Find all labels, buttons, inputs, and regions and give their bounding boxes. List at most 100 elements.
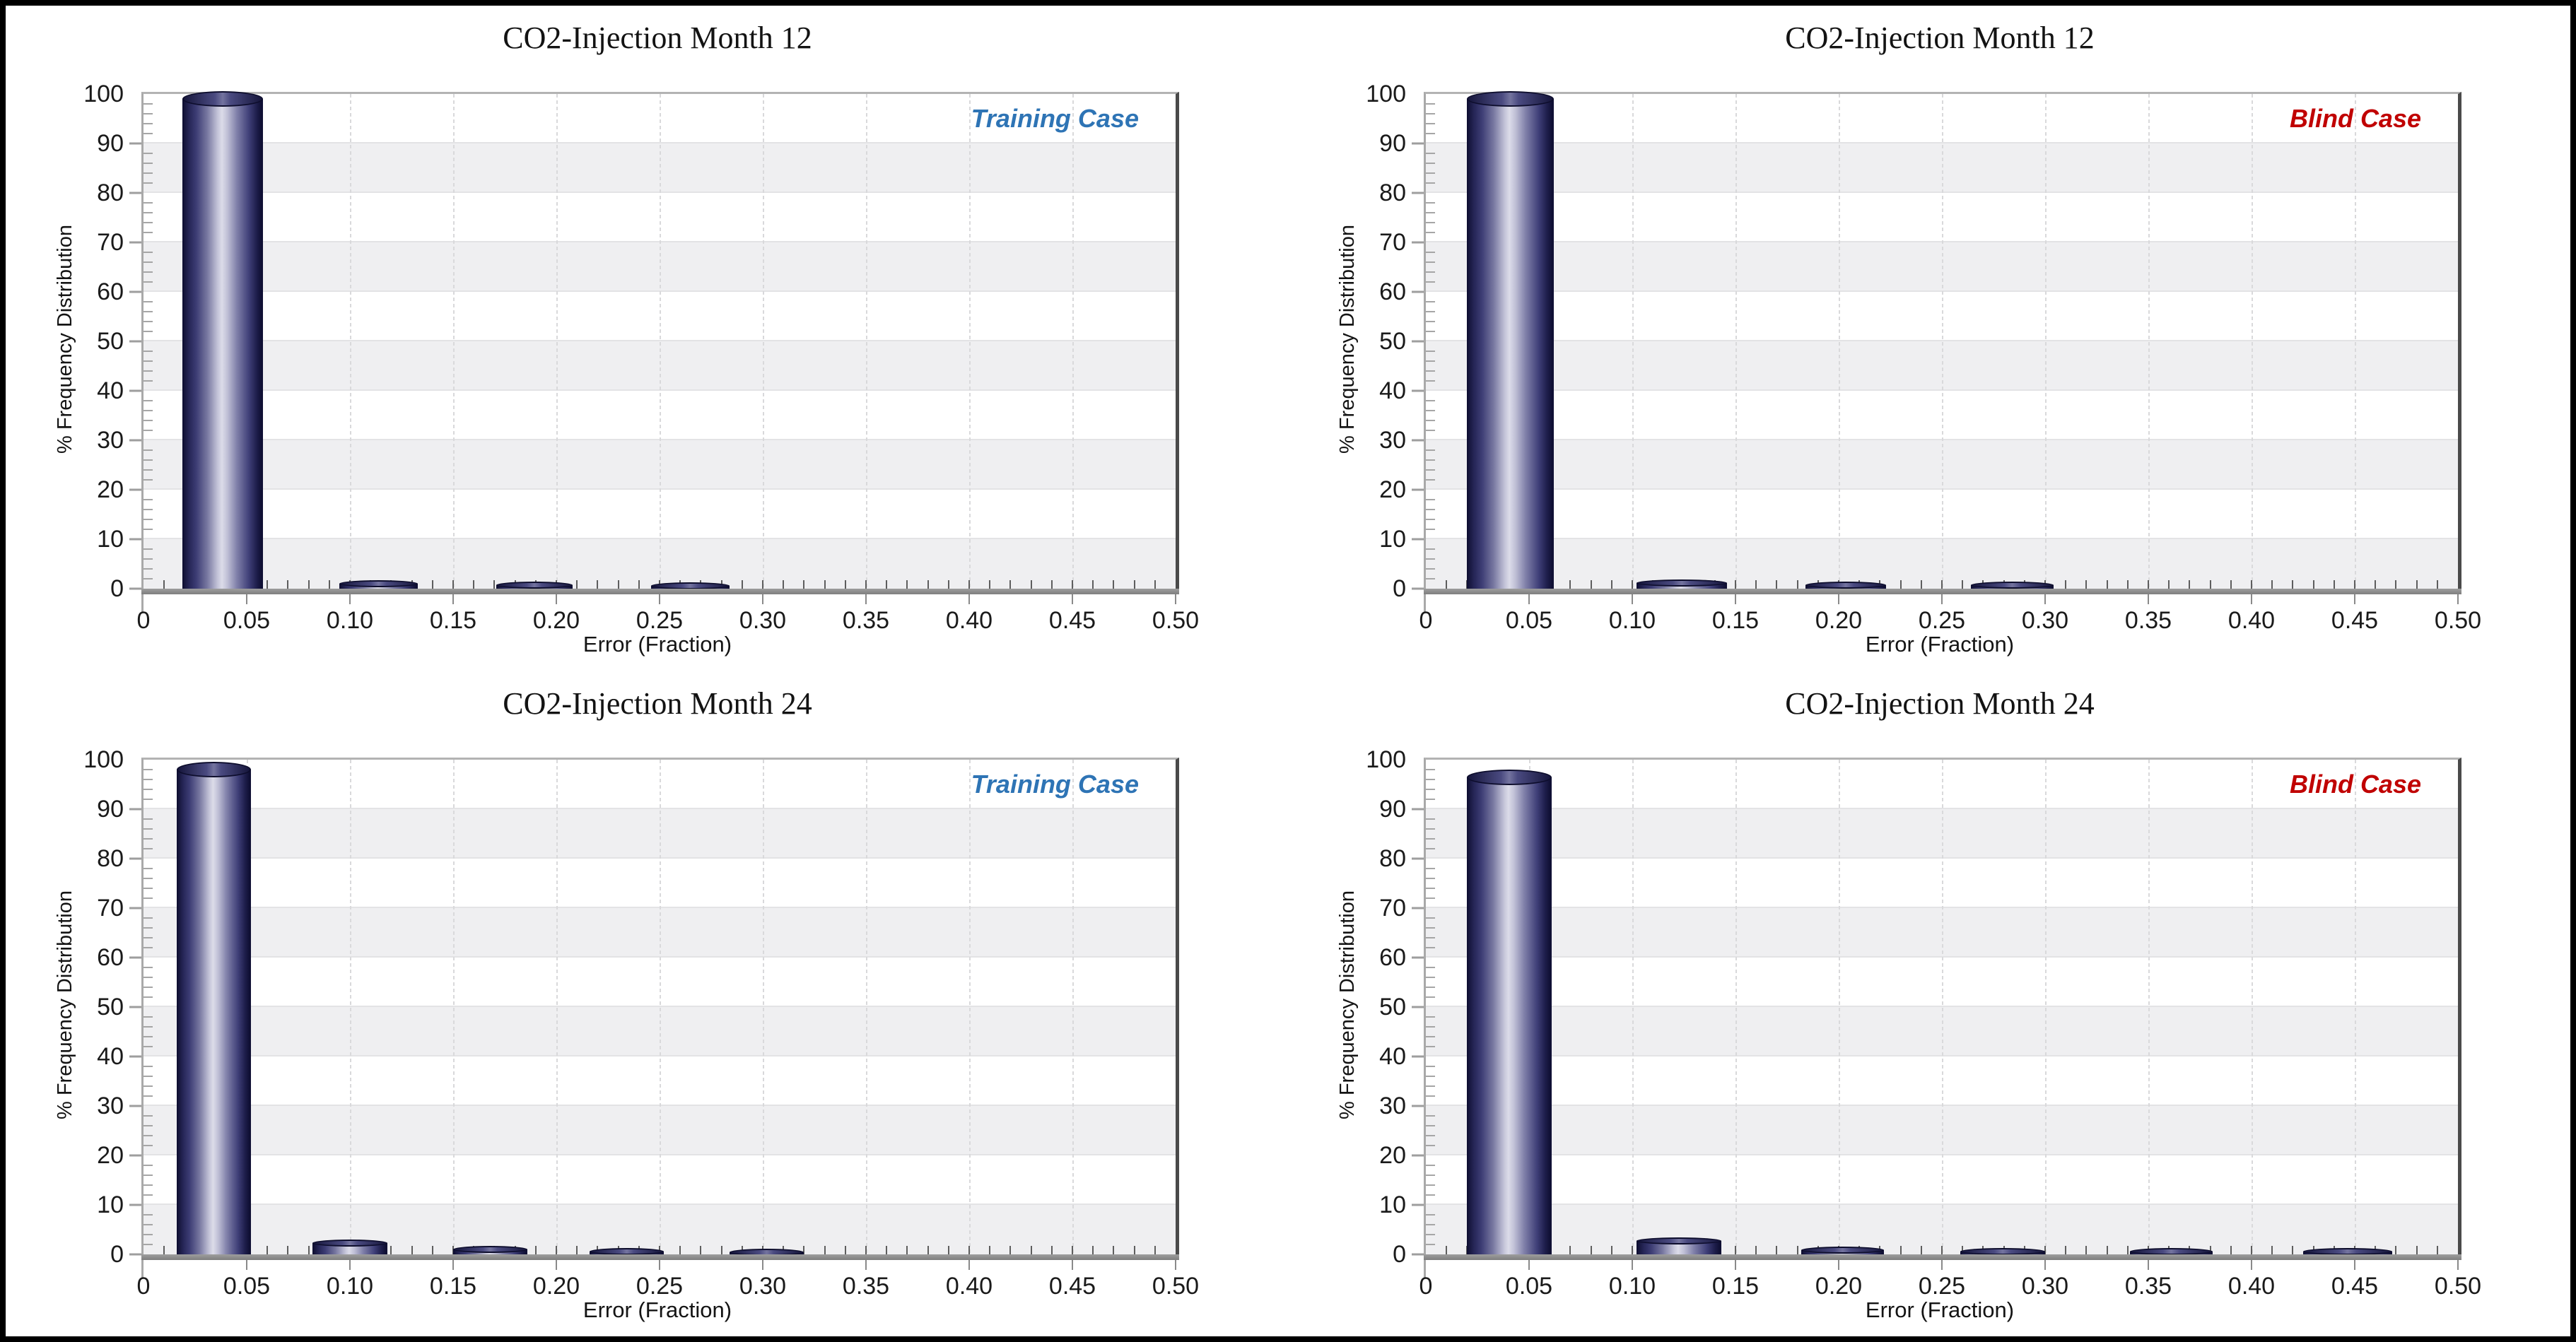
y-major-tick xyxy=(1412,192,1424,194)
y-minor-tick xyxy=(144,459,153,461)
x-minor-tick xyxy=(906,1246,908,1254)
y-tick-label: 0 xyxy=(1393,1241,1406,1268)
histogram-bar xyxy=(1960,1247,2045,1255)
x-major-tick xyxy=(2354,1260,2355,1270)
y-minor-tick xyxy=(1426,1145,1435,1146)
y-minor-tick xyxy=(1426,400,1435,401)
y-minor-tick xyxy=(1426,818,1435,820)
x-minor-tick xyxy=(2230,580,2232,589)
y-minor-tick xyxy=(1426,222,1435,223)
y-minor-tick xyxy=(144,1046,153,1047)
y-minor-tick xyxy=(1426,977,1435,978)
x-minor-tick xyxy=(2085,1246,2088,1254)
y-minor-tick xyxy=(1426,789,1435,790)
y-minor-tick xyxy=(144,311,153,312)
y-minor-tick xyxy=(1426,838,1435,840)
vertical-gridline xyxy=(2148,94,2150,589)
histogram-bar xyxy=(1805,582,1887,589)
y-minor-tick xyxy=(144,828,153,830)
x-axis-floor xyxy=(1424,589,2461,594)
x-minor-tick xyxy=(927,580,929,589)
y-minor-tick xyxy=(144,430,153,431)
x-minor-tick xyxy=(2209,580,2211,589)
y-minor-tick xyxy=(144,888,153,889)
vertical-gridline xyxy=(2252,94,2253,589)
y-minor-tick xyxy=(1426,163,1435,164)
vertical-gridline xyxy=(2252,760,2253,1254)
plot-area: Blind Case 0 10 20 30 40 50 60 70 80 90 100 0 0.05 0.… xyxy=(1366,82,2481,632)
y-major-tick xyxy=(1412,488,1424,491)
y-minor-tick xyxy=(1426,123,1435,124)
y-minor-tick xyxy=(144,301,153,302)
x-tick-label: 0.15 xyxy=(1711,1273,1760,1300)
x-minor-tick xyxy=(163,580,165,589)
x-major-tick xyxy=(2354,594,2355,604)
y-minor-tick xyxy=(144,123,153,124)
x-major-tick xyxy=(865,1260,867,1270)
y-minor-tick xyxy=(144,967,153,968)
x-major-tick xyxy=(246,1260,247,1270)
x-minor-tick xyxy=(803,1246,805,1254)
x-tick-label: 0.25 xyxy=(636,607,684,634)
x-minor-tick xyxy=(783,580,785,589)
x-minor-tick xyxy=(1154,1246,1156,1254)
x-minor-tick xyxy=(2436,580,2438,589)
x-tick-label: 0.50 xyxy=(1152,607,1200,634)
y-minor-tick xyxy=(144,261,153,263)
y-minor-tick xyxy=(1426,917,1435,919)
y-major-tick xyxy=(1412,340,1424,343)
vertical-gridline xyxy=(350,760,351,1254)
x-minor-tick xyxy=(328,580,330,589)
y-tick-label: 50 xyxy=(97,994,124,1020)
x-major-tick xyxy=(659,1260,660,1270)
vertical-gridline xyxy=(556,94,558,589)
x-minor-tick xyxy=(1776,1246,1778,1254)
x-minor-tick xyxy=(824,1246,826,1254)
y-major-tick xyxy=(129,1253,141,1256)
y-major-tick xyxy=(129,290,141,293)
x-minor-tick xyxy=(1941,580,1943,589)
x-tick-label: 0.05 xyxy=(1505,1273,1553,1300)
x-axis-title: Error (Fraction) xyxy=(1865,632,2015,657)
x-major-tick xyxy=(2457,594,2459,604)
y-minor-tick xyxy=(144,202,153,204)
x-minor-tick xyxy=(2436,1246,2438,1254)
bar-top-ellipse xyxy=(496,582,573,589)
vertical-gridline xyxy=(2148,760,2150,1254)
y-minor-tick xyxy=(144,937,153,938)
x-major-tick xyxy=(1632,1260,1633,1270)
x-minor-tick xyxy=(865,580,867,589)
y-minor-tick xyxy=(144,103,153,105)
x-major-tick xyxy=(1072,1260,1073,1270)
x-minor-tick xyxy=(1899,1246,1902,1254)
x-major-tick xyxy=(349,1260,351,1270)
bar-top-ellipse xyxy=(651,582,730,589)
vertical-gridline xyxy=(866,94,867,589)
bar-top-ellipse xyxy=(1467,769,1552,785)
y-tick-label: 80 xyxy=(1379,179,1406,206)
x-minor-tick xyxy=(1446,1246,1448,1254)
chart-title: CO2-Injection Month 12 xyxy=(1785,20,2095,55)
x-tick-label: 0.20 xyxy=(532,607,580,634)
y-minor-tick xyxy=(144,1145,153,1146)
x-minor-tick xyxy=(2065,580,2067,589)
x-minor-tick xyxy=(1735,580,1736,589)
bar-top-ellipse xyxy=(1636,579,1728,587)
x-tick-label: 0.45 xyxy=(1048,1273,1096,1300)
y-minor-tick xyxy=(144,818,153,820)
x-tick-label: 0.50 xyxy=(2434,607,2482,634)
y-minor-tick xyxy=(1426,1095,1435,1097)
x-minor-tick xyxy=(1569,1246,1571,1254)
x-major-tick xyxy=(556,594,557,604)
chart-panel-month12-training: CO2-Injection Month 12 % Frequency Distr… xyxy=(6,6,1288,671)
histogram-bar xyxy=(182,91,264,589)
x-tick-label: 0.05 xyxy=(223,607,271,634)
histogram-bar xyxy=(589,1247,664,1255)
x-minor-tick xyxy=(989,1246,991,1254)
y-minor-tick xyxy=(1426,232,1435,233)
x-minor-tick xyxy=(576,580,578,589)
vertical-gridline xyxy=(453,760,455,1254)
bar-top-ellipse xyxy=(176,762,251,777)
y-minor-tick xyxy=(144,1175,153,1176)
x-major-tick xyxy=(1528,594,1530,604)
